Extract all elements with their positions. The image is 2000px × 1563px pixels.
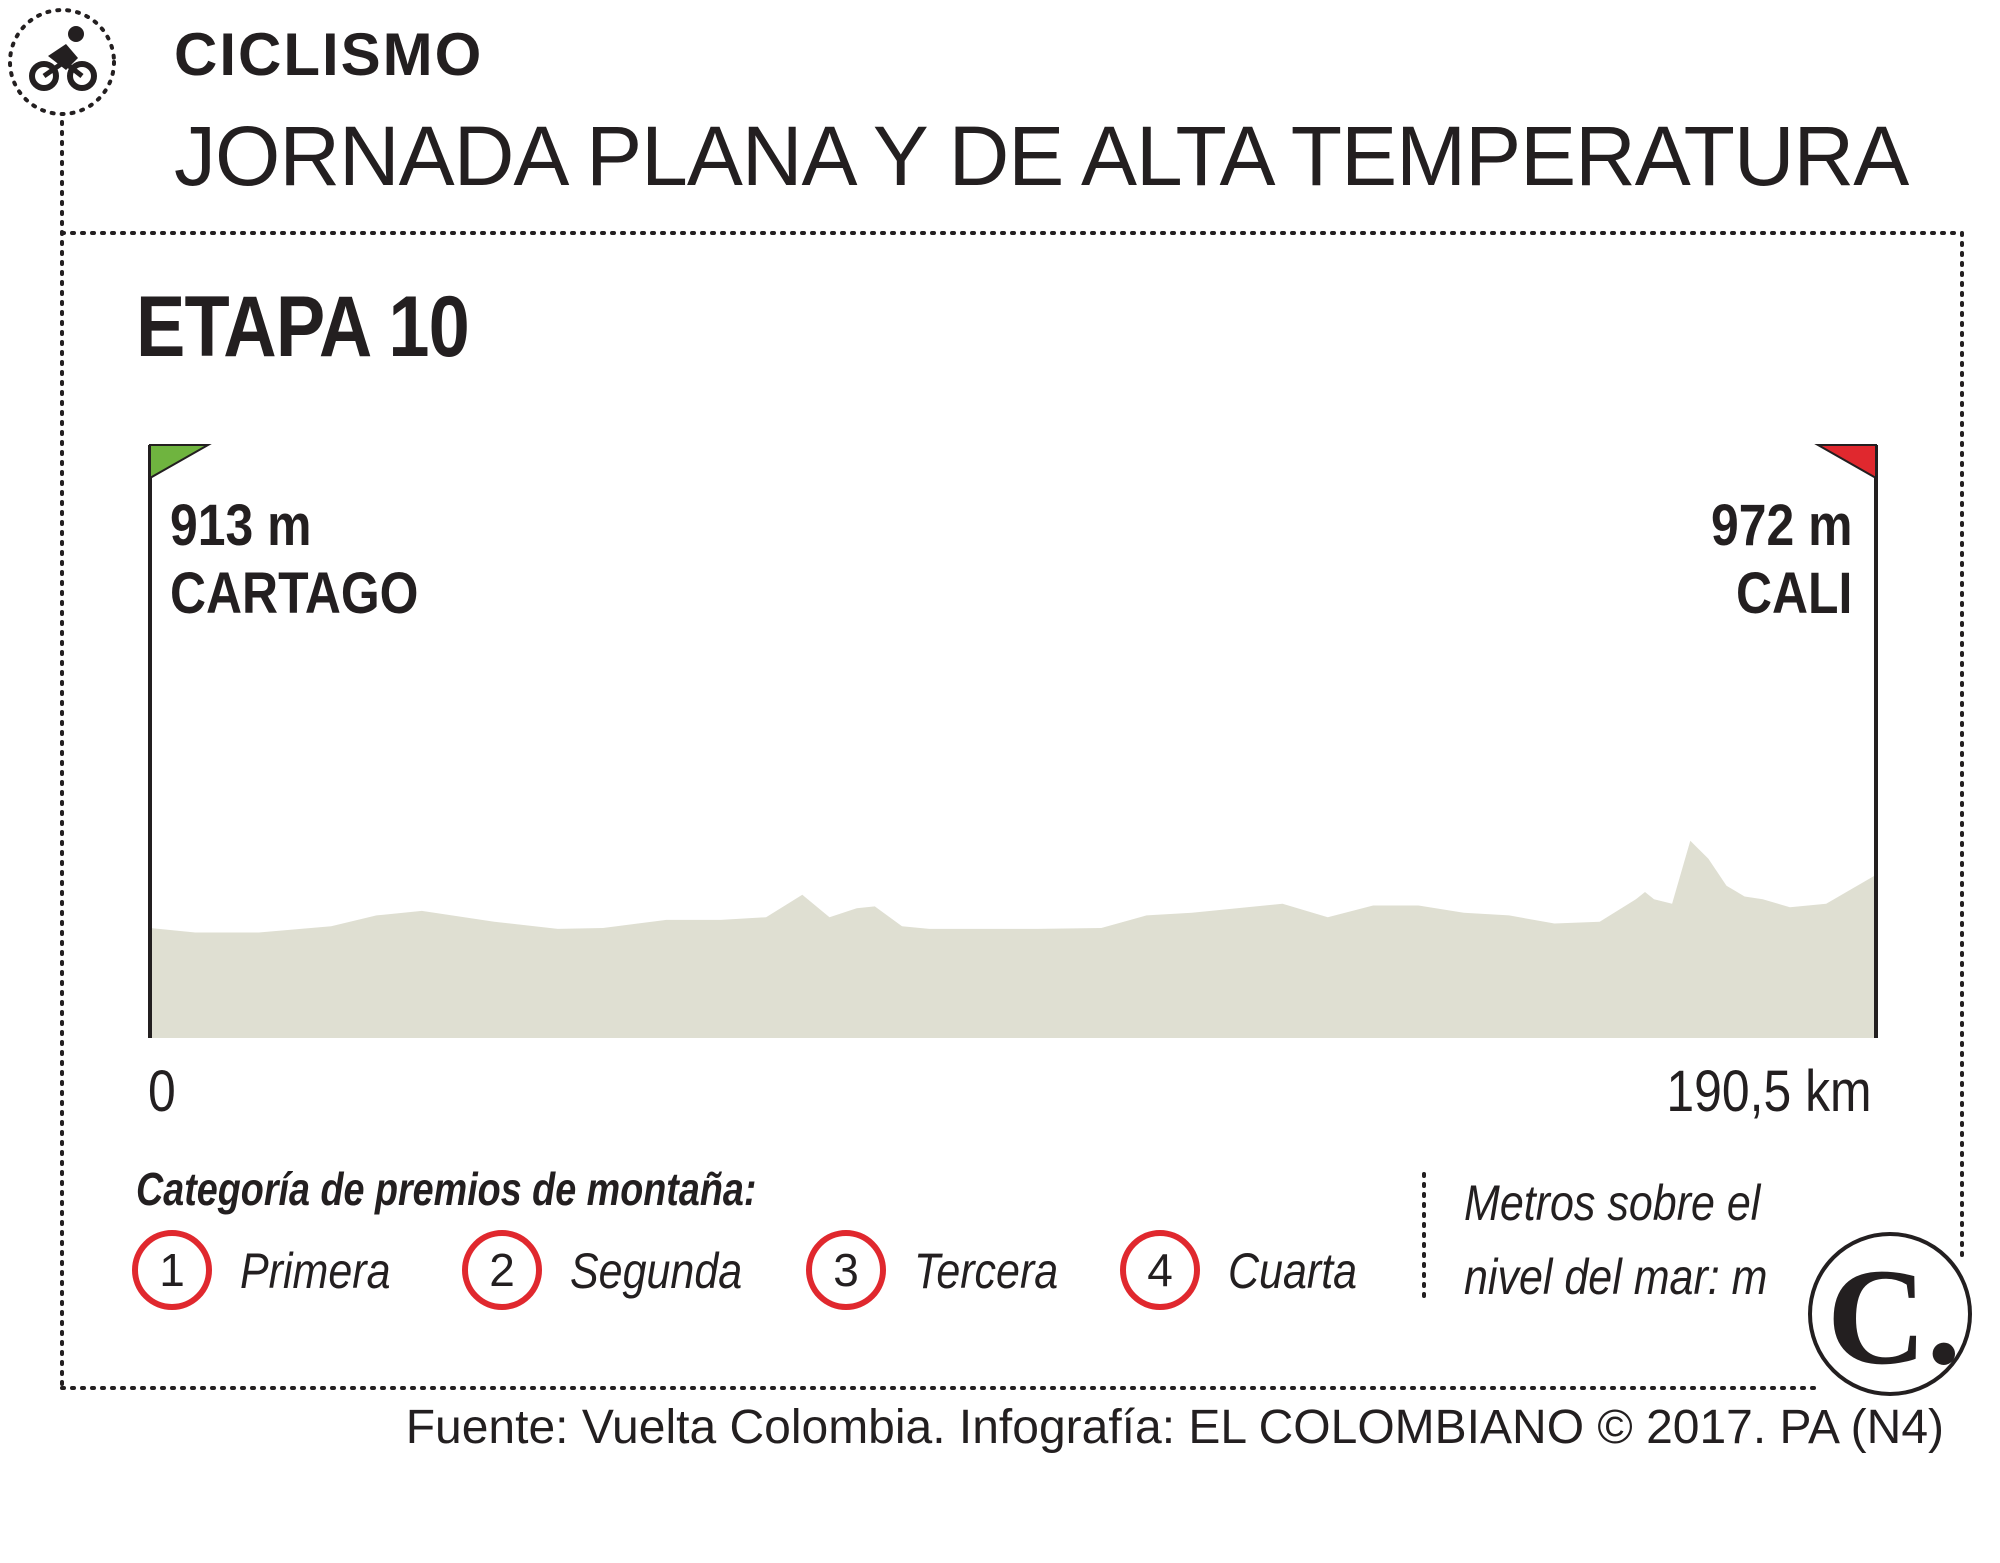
- category-3-label: Tercera: [914, 1243, 1059, 1299]
- units-note: Metros sobre el nivel del mar: m: [1464, 1166, 1767, 1314]
- start-flag: [149, 444, 212, 480]
- category-2-badge: 2: [462, 1230, 542, 1310]
- units-line-2: nivel del mar: m: [1464, 1249, 1768, 1305]
- x-tick-end: 190,5 km: [1666, 1059, 1872, 1124]
- logo-letter: C.: [1826, 1240, 1962, 1393]
- cyclist-icon: [8, 8, 116, 116]
- legend-title: Categoría de premios de montaña:: [136, 1163, 757, 1215]
- legend-divider: [1422, 1172, 1426, 1302]
- category-4-label: Cuarta: [1228, 1243, 1358, 1299]
- category-1-badge: 1: [132, 1230, 212, 1310]
- finish-elevation: 972 m: [1710, 493, 1852, 558]
- category-2-label: Segunda: [570, 1243, 743, 1299]
- category-3-badge: 3: [806, 1230, 886, 1310]
- finish-flag: [1814, 444, 1877, 480]
- start-elevation: 913 m: [170, 493, 312, 558]
- category-4-badge: 4: [1120, 1230, 1200, 1310]
- source-credit: Fuente: Vuelta Colombia. Infografía: EL …: [405, 1401, 1944, 1454]
- el-colombiano-logo: C.: [1808, 1232, 1972, 1396]
- stage-title: ETAPA 10: [136, 279, 470, 375]
- finish-city: CALI: [1735, 561, 1852, 626]
- start-city: CARTAGO: [170, 561, 419, 626]
- category-1-label: Primera: [240, 1243, 391, 1299]
- headline: JORNADA PLANA Y DE ALTA TEMPERATURA: [174, 109, 1909, 203]
- units-line-1: Metros sobre el: [1464, 1175, 1761, 1231]
- section-title: CICLISMO: [174, 21, 484, 88]
- elevation-area: [150, 840, 1876, 1038]
- x-tick-start: 0: [148, 1059, 176, 1124]
